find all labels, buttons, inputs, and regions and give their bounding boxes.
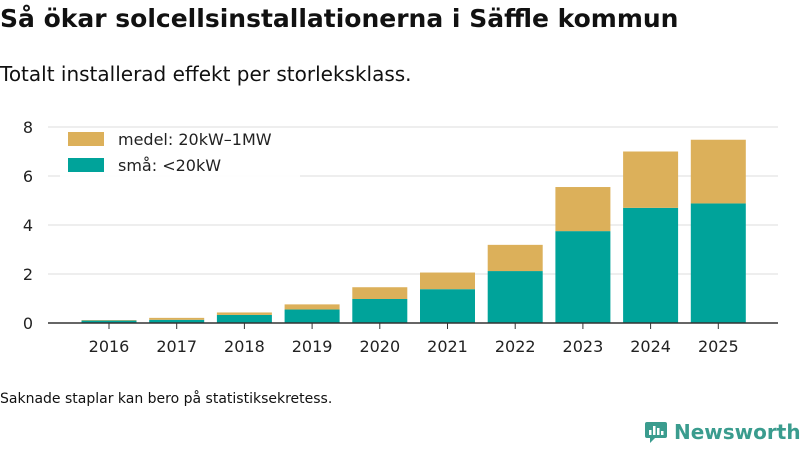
legend-label-medium: medel: 20kW–1MW [118,130,272,149]
y-tick-label: 0 [23,314,33,333]
brand-name: Newsworthy [674,420,800,444]
bar-small-2018 [216,314,272,323]
x-tick-label: 2024 [630,337,671,356]
bar-small-2025 [690,203,746,323]
bar-small-2017 [149,319,205,323]
x-tick-label: 2019 [292,337,333,356]
bar-medium-2020 [352,287,408,299]
legend-label-small: små: <20kW [118,156,221,175]
chart-subtitle: Totalt installerad effekt per storlekskl… [0,62,412,86]
bar-medium-2021 [420,272,475,290]
bar-medium-2024 [623,151,679,208]
bar-medium-2025 [690,139,746,204]
bar-medium-2019 [284,304,340,310]
legend-swatch-medium [68,132,104,146]
y-tick-label: 2 [23,265,33,284]
y-tick-label: 8 [23,118,33,137]
bar-small-2019 [284,309,340,323]
legend-swatch-small [68,158,104,172]
x-tick-label: 2023 [563,337,604,356]
x-tick-label: 2017 [156,337,197,356]
bar-small-2016 [81,320,137,323]
x-tick-label: 2025 [698,337,739,356]
x-tick-label: 2020 [359,337,400,356]
x-tick-label: 2018 [224,337,265,356]
bar-medium-2018 [216,312,272,315]
chart-title: Så ökar solcellsinstallationerna i Säffl… [0,4,679,33]
bar-chart-speech-bubble-icon [645,422,667,443]
bar-medium-2017 [149,317,205,320]
bar-medium-2023 [555,187,611,232]
bar-medium-2022 [487,244,543,272]
y-tick-label: 4 [23,216,33,235]
bar-small-2020 [352,298,408,323]
bar-small-2021 [420,289,475,323]
x-tick-label: 2022 [495,337,536,356]
newsworthy-brand[interactable]: Newsworthy [644,420,800,444]
y-tick-label: 6 [23,167,33,186]
bar-small-2024 [623,207,679,323]
bar-small-2023 [555,231,611,323]
footnote: Saknade staplar kan bero på statistiksek… [0,391,333,407]
x-tick-label: 2016 [89,337,130,356]
bar-small-2022 [487,271,543,323]
x-tick-label: 2021 [427,337,468,356]
